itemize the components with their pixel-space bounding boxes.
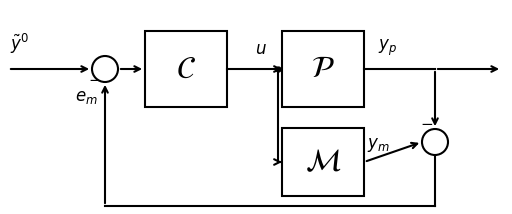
Text: $\mathcal{C}$: $\mathcal{C}$ [176, 55, 196, 83]
Text: $\tilde{y}^0$: $\tilde{y}^0$ [10, 32, 29, 56]
Text: $-$: $-$ [420, 115, 433, 130]
Circle shape [422, 129, 448, 155]
Circle shape [92, 56, 118, 82]
Bar [282, 128, 364, 196]
Bar [145, 31, 227, 107]
Text: $-$: $-$ [88, 71, 101, 86]
Text: $e_m$: $e_m$ [75, 88, 98, 106]
Text: $y_m$: $y_m$ [367, 136, 390, 154]
Bar [282, 31, 364, 107]
Text: $\mathcal{M}$: $\mathcal{M}$ [305, 147, 341, 177]
Text: $\mathcal{P}$: $\mathcal{P}$ [311, 55, 335, 83]
Text: $y_p$: $y_p$ [378, 38, 397, 58]
Text: $u$: $u$ [255, 40, 267, 58]
